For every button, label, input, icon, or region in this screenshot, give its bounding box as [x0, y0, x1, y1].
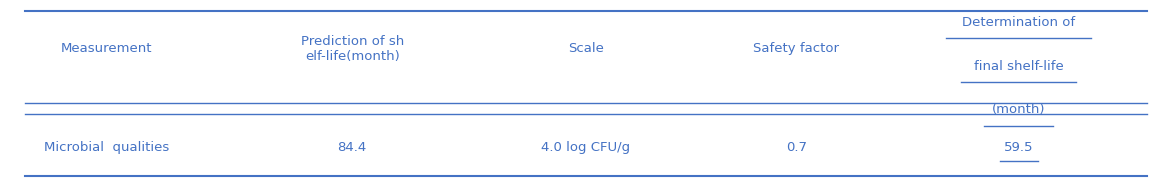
Text: 0.7: 0.7 — [786, 141, 808, 154]
Text: Determination of: Determination of — [962, 16, 1075, 29]
Text: Scale: Scale — [568, 42, 604, 55]
Text: Prediction of sh
elf-life(month): Prediction of sh elf-life(month) — [300, 35, 404, 63]
Text: 84.4: 84.4 — [338, 141, 367, 154]
Text: Measurement: Measurement — [61, 42, 152, 55]
Text: 59.5: 59.5 — [1004, 141, 1034, 154]
Text: final shelf-life: final shelf-life — [974, 60, 1063, 73]
Text: (month): (month) — [992, 103, 1045, 116]
Text: 4.0 log CFU/g: 4.0 log CFU/g — [541, 141, 631, 154]
Text: Safety factor: Safety factor — [754, 42, 839, 55]
Text: Microbial  qualities: Microbial qualities — [45, 141, 169, 154]
